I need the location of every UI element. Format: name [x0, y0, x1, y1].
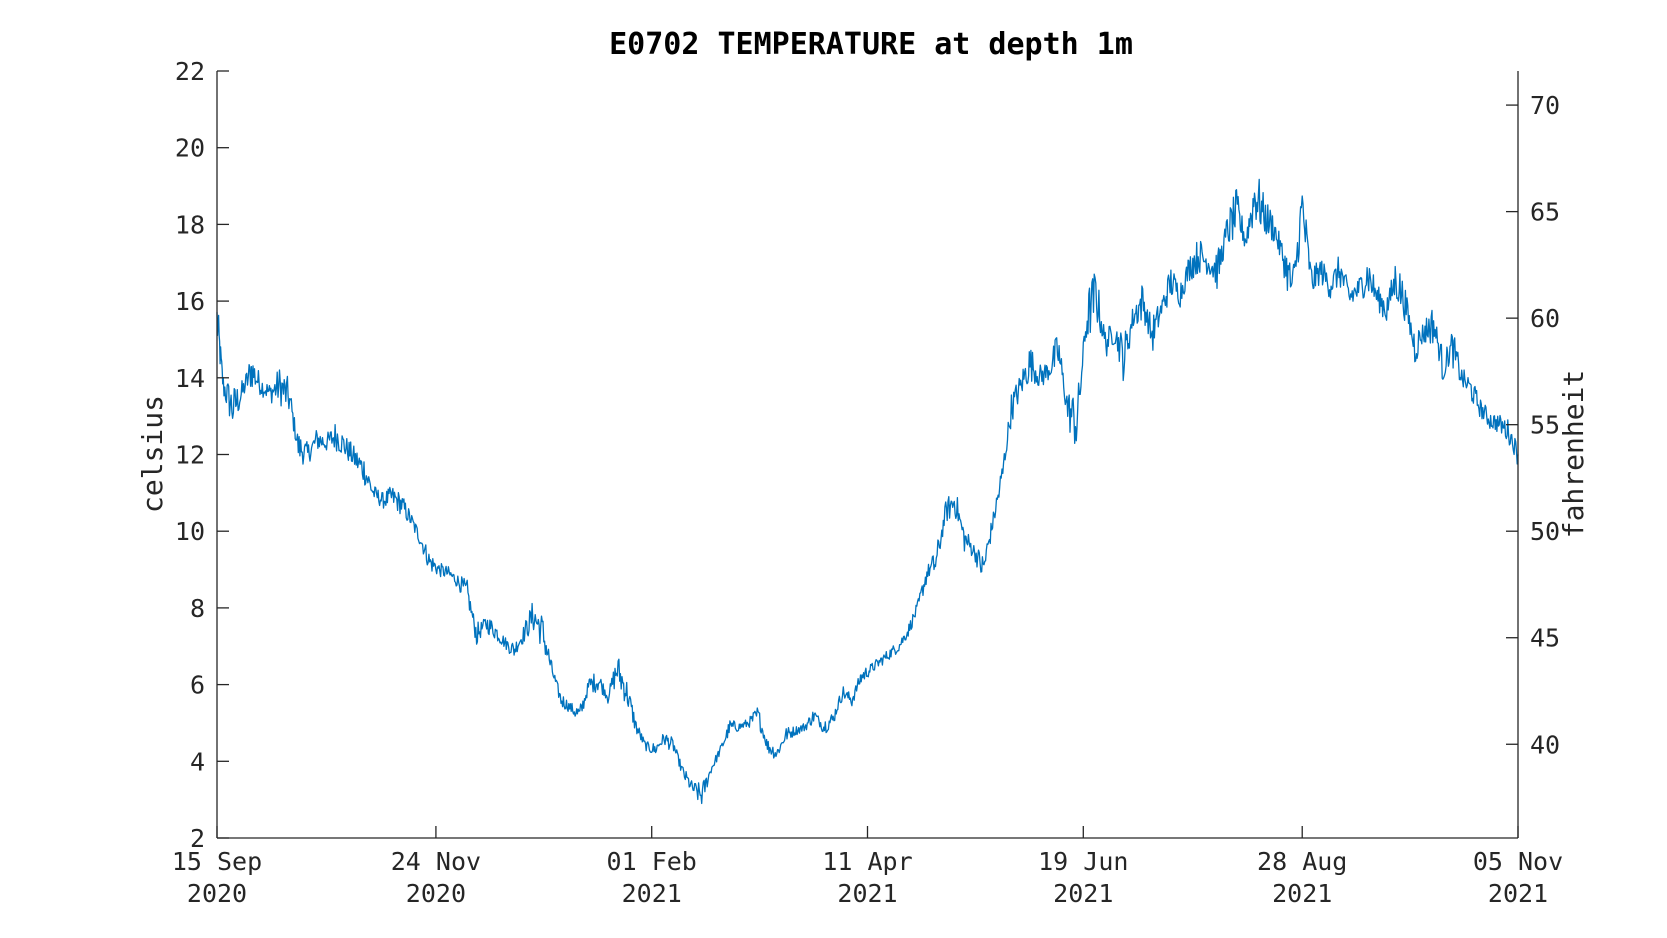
- x-tick-day-label: 24 Nov: [391, 847, 481, 876]
- x-tick-year-label: 2020: [187, 879, 247, 908]
- y-tick-label: 18: [175, 210, 205, 239]
- x-tick-day-label: 05 Nov: [1473, 847, 1563, 876]
- axes-frame: [216, 71, 1519, 839]
- bottom-axis-ticks: 15 Sep 2020 24 Nov 2020 01 Feb 2021 11 Apr 2021…: [172, 826, 1563, 908]
- y2-tick-label: 70: [1530, 91, 1560, 120]
- y-tick-label: 4: [190, 747, 205, 776]
- x-tick-year-label: 2021: [1488, 879, 1548, 908]
- series-line: [216, 178, 1519, 805]
- right-axis-ticks: 40 45 50 55 60 65 70: [1506, 91, 1560, 759]
- y2-tick-label: 60: [1530, 304, 1560, 333]
- y-tick-label: 20: [175, 134, 205, 163]
- x-tick-year-label: 2021: [837, 879, 897, 908]
- y2-tick-label: 40: [1530, 730, 1560, 759]
- y-tick-label: 6: [190, 671, 205, 700]
- x-tick-day-label: 19 Jun: [1038, 847, 1128, 876]
- y-tick-label: 8: [190, 594, 205, 623]
- y-tick-label: 16: [175, 287, 205, 316]
- y-tick-label: 2: [190, 824, 205, 853]
- y-tick-label: 22: [175, 57, 205, 86]
- x-tick-day-label: 01 Feb: [607, 847, 697, 876]
- x-tick-day-label: 15 Sep: [172, 847, 262, 876]
- x-tick-day-label: 11 Apr: [822, 847, 912, 876]
- plot-area: [216, 178, 1519, 805]
- y-tick-label: 12: [175, 441, 205, 470]
- left-axis-ticks: 2 4 6 8 10 12 14 16 18 20 22: [175, 57, 229, 853]
- chart-title: E0702 TEMPERATURE at depth 1m: [609, 27, 1133, 62]
- y2-tick-label: 55: [1530, 411, 1560, 440]
- y2-tick-label: 50: [1530, 517, 1560, 546]
- y2-tick-label: 45: [1530, 624, 1560, 653]
- x-tick-year-label: 2021: [1053, 879, 1113, 908]
- x-tick-year-label: 2021: [622, 879, 682, 908]
- x-tick-year-label: 2020: [406, 879, 466, 908]
- y2-axis-label: fahrenheit: [1557, 370, 1590, 539]
- x-tick-day-label: 28 Aug: [1257, 847, 1347, 876]
- y-tick-label: 14: [175, 364, 205, 393]
- y2-tick-label: 65: [1530, 198, 1560, 227]
- y-axis-label: celsius: [136, 395, 169, 513]
- x-tick-year-label: 2021: [1272, 879, 1332, 908]
- y-tick-label: 10: [175, 517, 205, 546]
